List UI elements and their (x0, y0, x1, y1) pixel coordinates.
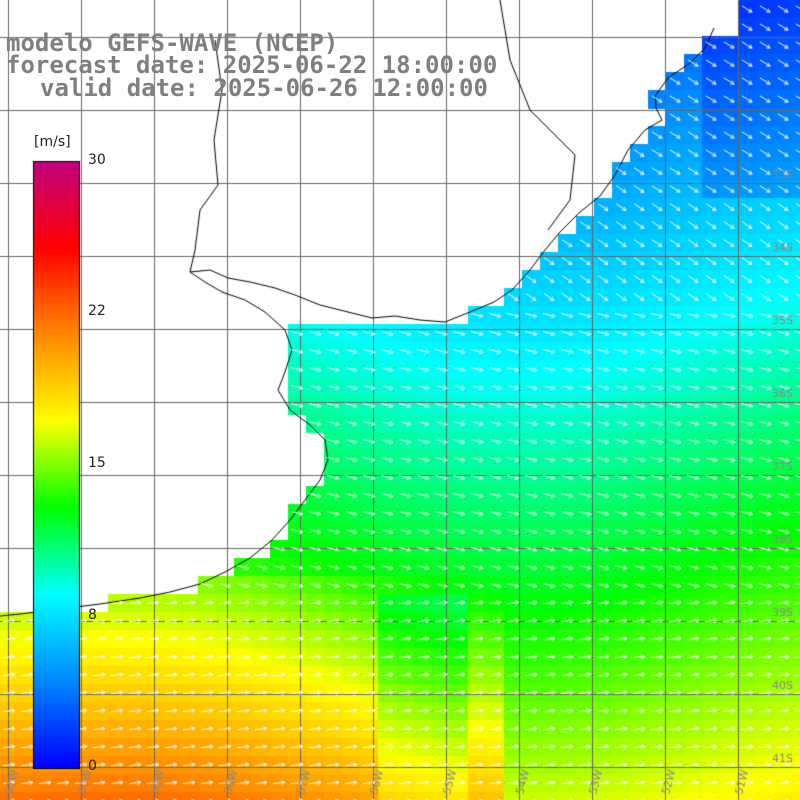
valid-date: valid date: 2025-06-26 12:00:00 (40, 74, 488, 102)
colorbar-tick-30: 30 (88, 152, 106, 168)
model-title: modelo GEFS-WAVE (NCEP) (6, 29, 339, 57)
forecast-date: forecast date: 2025-06-22 18:00:00 (6, 51, 498, 79)
colorbar-unit: [m/s] (34, 134, 71, 150)
colorbar-tick-0: 0 (88, 758, 97, 774)
colorbar-tick-15: 15 (88, 455, 106, 471)
colorbar-tick-22: 22 (88, 303, 106, 319)
colorbar-tick-8: 8 (88, 607, 97, 623)
